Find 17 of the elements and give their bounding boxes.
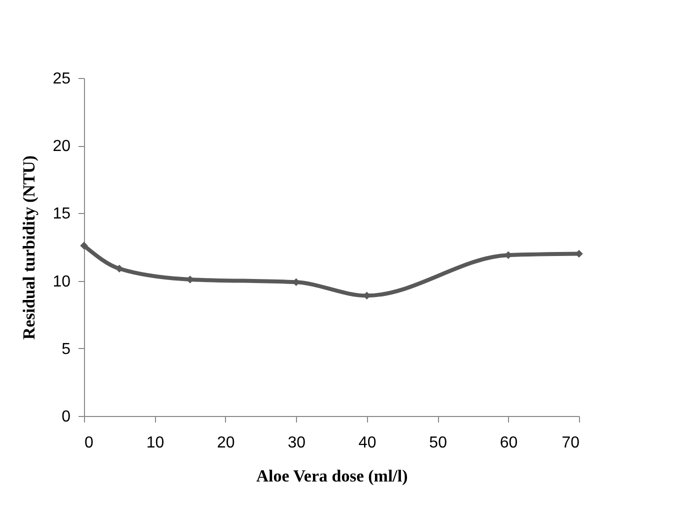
y-tick-label: 25 bbox=[52, 70, 71, 88]
x-tick-label: 70 bbox=[562, 434, 580, 452]
x-tick-label: 30 bbox=[288, 434, 306, 452]
x-tick-label: 40 bbox=[358, 434, 376, 452]
y-axis-title: Residual turbidity (NTU) bbox=[20, 155, 39, 340]
y-tick-label: 0 bbox=[62, 408, 71, 426]
x-tick-label: 10 bbox=[146, 434, 164, 452]
x-tick-label: 60 bbox=[500, 434, 518, 452]
point bbox=[80, 242, 88, 250]
y-tick-label: 10 bbox=[52, 273, 71, 290]
x-axis-title: Aloe Vera dose (ml/l) bbox=[256, 466, 408, 486]
x-tick-label: 50 bbox=[429, 434, 448, 452]
y-tick-label: 20 bbox=[52, 138, 71, 156]
y-tick-label: 5 bbox=[62, 340, 71, 358]
x-tick-label: 0 bbox=[84, 434, 94, 452]
x-tick-label: 20 bbox=[217, 434, 235, 452]
y-tick-label: 15 bbox=[52, 206, 71, 223]
